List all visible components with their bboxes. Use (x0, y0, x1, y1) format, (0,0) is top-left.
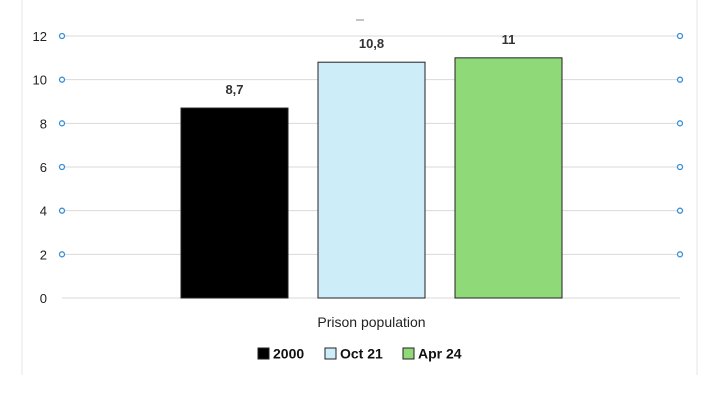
left-selection-handle[interactable] (58, 207, 66, 214)
right-selection-handle[interactable] (676, 120, 684, 127)
y-tick-label: 8 (40, 116, 47, 131)
y-tick-label: 6 (40, 160, 47, 175)
x-category-label: Prison population (317, 314, 425, 330)
right-selection-handle[interactable] (676, 163, 684, 171)
legend-label: Oct 21 (340, 346, 383, 362)
data-label: 8,7 (225, 82, 243, 97)
left-selection-handle[interactable] (58, 163, 66, 171)
legend-swatch (324, 347, 337, 360)
y-axis-ticks: 0 2 4 6 8 10 12 (33, 29, 47, 306)
bar-2000[interactable] (180, 107, 289, 299)
data-label: 11 (502, 32, 516, 47)
legend-swatch (257, 347, 270, 360)
bars (180, 57, 563, 299)
legend: 2000 Oct 21 Apr 24 (257, 346, 462, 362)
left-selection-handle[interactable] (58, 32, 66, 40)
bar-apr-24[interactable] (454, 57, 563, 299)
y-tick-label: 10 (33, 73, 47, 88)
legend-label: 2000 (273, 346, 304, 362)
data-labels: 8,7 10,8 11 (225, 32, 515, 97)
legend-swatch (402, 347, 415, 360)
y-tick-label: 2 (40, 247, 47, 262)
y-tick-label: 4 (40, 204, 47, 219)
left-selection-handle[interactable] (58, 251, 66, 258)
left-selection-handle[interactable] (58, 120, 66, 127)
right-selection-handle[interactable] (676, 207, 684, 214)
right-selection-handle[interactable] (676, 32, 684, 40)
right-selection-handle[interactable] (676, 251, 684, 258)
legend-label: Apr 24 (418, 346, 462, 362)
selection-handles (58, 32, 684, 258)
y-tick-label: 0 (40, 291, 47, 306)
chart-frame (21, 0, 698, 375)
x-axis-categories: Prison population (317, 314, 425, 330)
y-tick-label: 12 (33, 29, 47, 44)
data-label: 10,8 (359, 36, 384, 51)
left-selection-handle[interactable] (58, 76, 66, 83)
right-selection-handle[interactable] (676, 76, 684, 83)
bar-oct-21[interactable] (317, 61, 426, 299)
